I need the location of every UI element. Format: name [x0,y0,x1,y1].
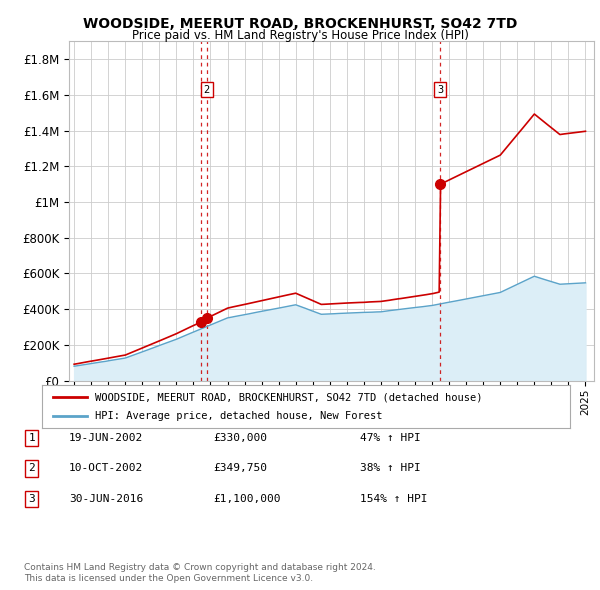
Text: 1: 1 [28,433,35,442]
Text: Contains HM Land Registry data © Crown copyright and database right 2024.: Contains HM Land Registry data © Crown c… [24,563,376,572]
Text: £349,750: £349,750 [213,464,267,473]
Text: £330,000: £330,000 [213,433,267,442]
Text: 30-JUN-2016: 30-JUN-2016 [69,494,143,504]
Text: 2: 2 [28,464,35,473]
Text: 10-OCT-2002: 10-OCT-2002 [69,464,143,473]
Text: This data is licensed under the Open Government Licence v3.0.: This data is licensed under the Open Gov… [24,574,313,583]
Text: HPI: Average price, detached house, New Forest: HPI: Average price, detached house, New … [95,411,382,421]
Text: 3: 3 [437,84,443,94]
Text: 2: 2 [203,84,210,94]
Text: 47% ↑ HPI: 47% ↑ HPI [360,433,421,442]
Text: 3: 3 [28,494,35,504]
Text: 19-JUN-2002: 19-JUN-2002 [69,433,143,442]
Text: Price paid vs. HM Land Registry's House Price Index (HPI): Price paid vs. HM Land Registry's House … [131,30,469,42]
Text: WOODSIDE, MEERUT ROAD, BROCKENHURST, SO42 7TD: WOODSIDE, MEERUT ROAD, BROCKENHURST, SO4… [83,17,517,31]
Text: 38% ↑ HPI: 38% ↑ HPI [360,464,421,473]
Text: WOODSIDE, MEERUT ROAD, BROCKENHURST, SO42 7TD (detached house): WOODSIDE, MEERUT ROAD, BROCKENHURST, SO4… [95,392,482,402]
Text: £1,100,000: £1,100,000 [213,494,281,504]
Text: 154% ↑ HPI: 154% ↑ HPI [360,494,427,504]
